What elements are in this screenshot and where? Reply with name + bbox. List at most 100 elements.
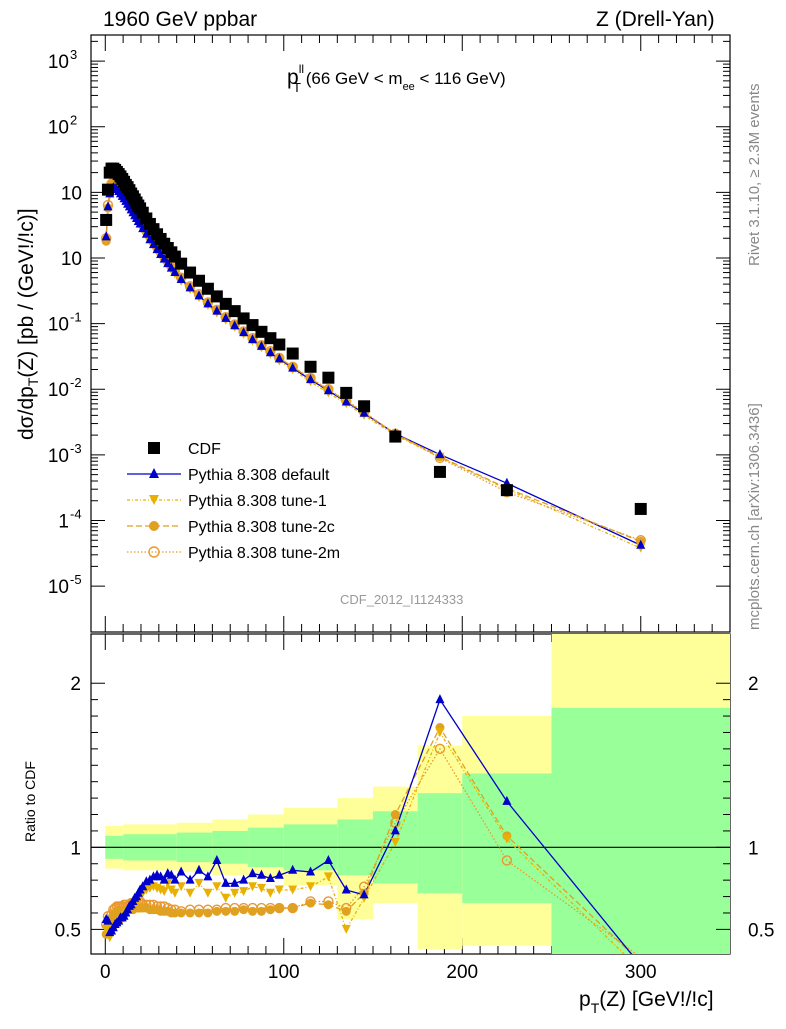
data-point-triangle-up [163, 258, 173, 268]
cut-annotation: pll T (66 GeV < mee < 116 GeV) [287, 62, 506, 95]
ratio-point-triangle-up [185, 874, 195, 884]
ratio-point-circle [248, 906, 258, 916]
legend-marker [149, 495, 159, 505]
x-tick-label: 100 [268, 962, 300, 983]
data-point-triangle-up [170, 267, 180, 277]
data-point-square [286, 347, 299, 360]
ratio-y-tick-label: 1 [70, 838, 81, 859]
legend-label: CDF [188, 441, 221, 458]
data-point-triangle-up [274, 353, 284, 363]
data-point-triangle-up [166, 262, 176, 272]
ratio-point-triangle-up [203, 871, 213, 881]
ratio-point-triangle-down [221, 893, 231, 903]
ratio-point-triangle-down [159, 887, 169, 897]
ratio-point-triangle-down [212, 882, 222, 892]
data-point-square [433, 465, 446, 478]
ratio-point-triangle-up [288, 864, 298, 874]
y-tick-label: 10 [48, 118, 69, 139]
ratio-y-tick-label-right: 0.5 [748, 920, 774, 941]
series-line-2 [105, 187, 642, 549]
ratio-point-triangle-down [390, 837, 400, 847]
ratio-point-triangle-up [239, 874, 249, 884]
energy-title: 1960 GeV ppbar [103, 8, 258, 31]
ratio-point-triangle-up [221, 877, 231, 887]
ratio-point-triangle-down [176, 882, 186, 892]
ratio-point-circle [390, 810, 400, 820]
ratio-point-triangle-down [306, 882, 316, 892]
data-point-square [168, 250, 181, 263]
x-tick-label: 0 [100, 962, 111, 983]
y-tick-label: 10 [48, 446, 69, 467]
ratio-point-circle-open [434, 743, 446, 755]
ratio-point-circle [176, 908, 186, 918]
x-axis-label: pT(Z) [GeV!/!c] [579, 988, 714, 1016]
y-tick-label: 10 [48, 52, 69, 73]
ratio-point-triangle-up [103, 915, 113, 925]
y-tick-exponent: 3 [70, 47, 77, 62]
series-line-1 [105, 186, 642, 546]
y-tick-label: 1 [58, 512, 69, 533]
rivet-label: Rivet 3.1.10, ≥ 2.3M events [746, 83, 763, 267]
series-line-3 [105, 183, 641, 543]
data-point-triangle-up [323, 385, 333, 395]
ratio-point-triangle-up [159, 874, 169, 884]
y-tick-exponent: -4 [70, 507, 82, 522]
data-point-triangle-up [265, 347, 275, 357]
data-point-triangle-up [230, 320, 240, 330]
ratio-point-triangle-up [256, 869, 266, 879]
y-tick-label: 10 [61, 249, 82, 270]
data-point-square [304, 360, 317, 373]
data-point-triangle-up [359, 407, 369, 417]
stat-band [417, 793, 463, 894]
data-point-square [273, 338, 286, 351]
data-point-triangle-up [306, 374, 316, 384]
ratio-point-circle [230, 906, 240, 916]
data-point-square [100, 213, 113, 226]
ratio-point-circle [203, 908, 213, 918]
ratio-point-circle [212, 906, 222, 916]
data-point-triangle-up [636, 539, 646, 549]
y-tick-exponent: -1 [70, 310, 82, 325]
data-point-triangle-up [221, 312, 231, 322]
ratio-point-triangle-up [194, 864, 204, 874]
data-point-triangle-up [256, 340, 266, 350]
ratio-point-triangle-up [306, 866, 316, 876]
ratio-point-triangle-up [176, 866, 186, 876]
legend: CDF Pythia 8.308 default Pythia 8.308 tune… [127, 441, 340, 562]
y-axis-label-ratio: Ratio to CDF [22, 761, 38, 842]
ratio-point-triangle-down [203, 888, 213, 898]
ratio-point-triangle-up [341, 884, 351, 894]
data-point-triangle-up [103, 201, 113, 211]
data-point-triangle-up [212, 305, 222, 315]
ratio-point-circle [323, 900, 333, 910]
ratio-point-circle [170, 908, 180, 918]
ratio-point-triangle-up [230, 877, 240, 887]
analysis-id-watermark: CDF_2012_I1124333 [340, 592, 463, 607]
data-point-square [101, 183, 114, 196]
ratio-point-triangle-down [274, 885, 284, 895]
y-tick-exponent: 2 [70, 113, 77, 128]
ratio-point-circle [341, 906, 351, 916]
legend-label: Pythia 8.308 tune-2m [188, 545, 340, 562]
stat-band [551, 707, 730, 954]
legend-marker [149, 521, 159, 531]
ratio-series-group [100, 694, 638, 954]
ratio-point-triangle-up [435, 694, 445, 704]
legend-label: Pythia 8.308 tune-1 [188, 493, 327, 510]
legend-marker [148, 546, 160, 558]
ratio-point-triangle-down [256, 883, 266, 893]
ratio-point-triangle-down [288, 885, 298, 895]
data-point-triangle-up [341, 396, 351, 406]
ratio-point-circle [306, 898, 316, 908]
legend-label: Pythia 8.308 tune-2c [188, 519, 335, 536]
data-point-square [500, 484, 513, 497]
ratio-point-triangle-up [170, 874, 180, 884]
ratio-point-triangle-down [248, 882, 258, 892]
y-tick-label: 10 [61, 183, 82, 204]
ratio-point-triangle-down [341, 924, 351, 934]
data-point-triangle-up [288, 362, 298, 372]
data-point-triangle-up [148, 239, 158, 249]
series-line-4 [105, 181, 641, 541]
